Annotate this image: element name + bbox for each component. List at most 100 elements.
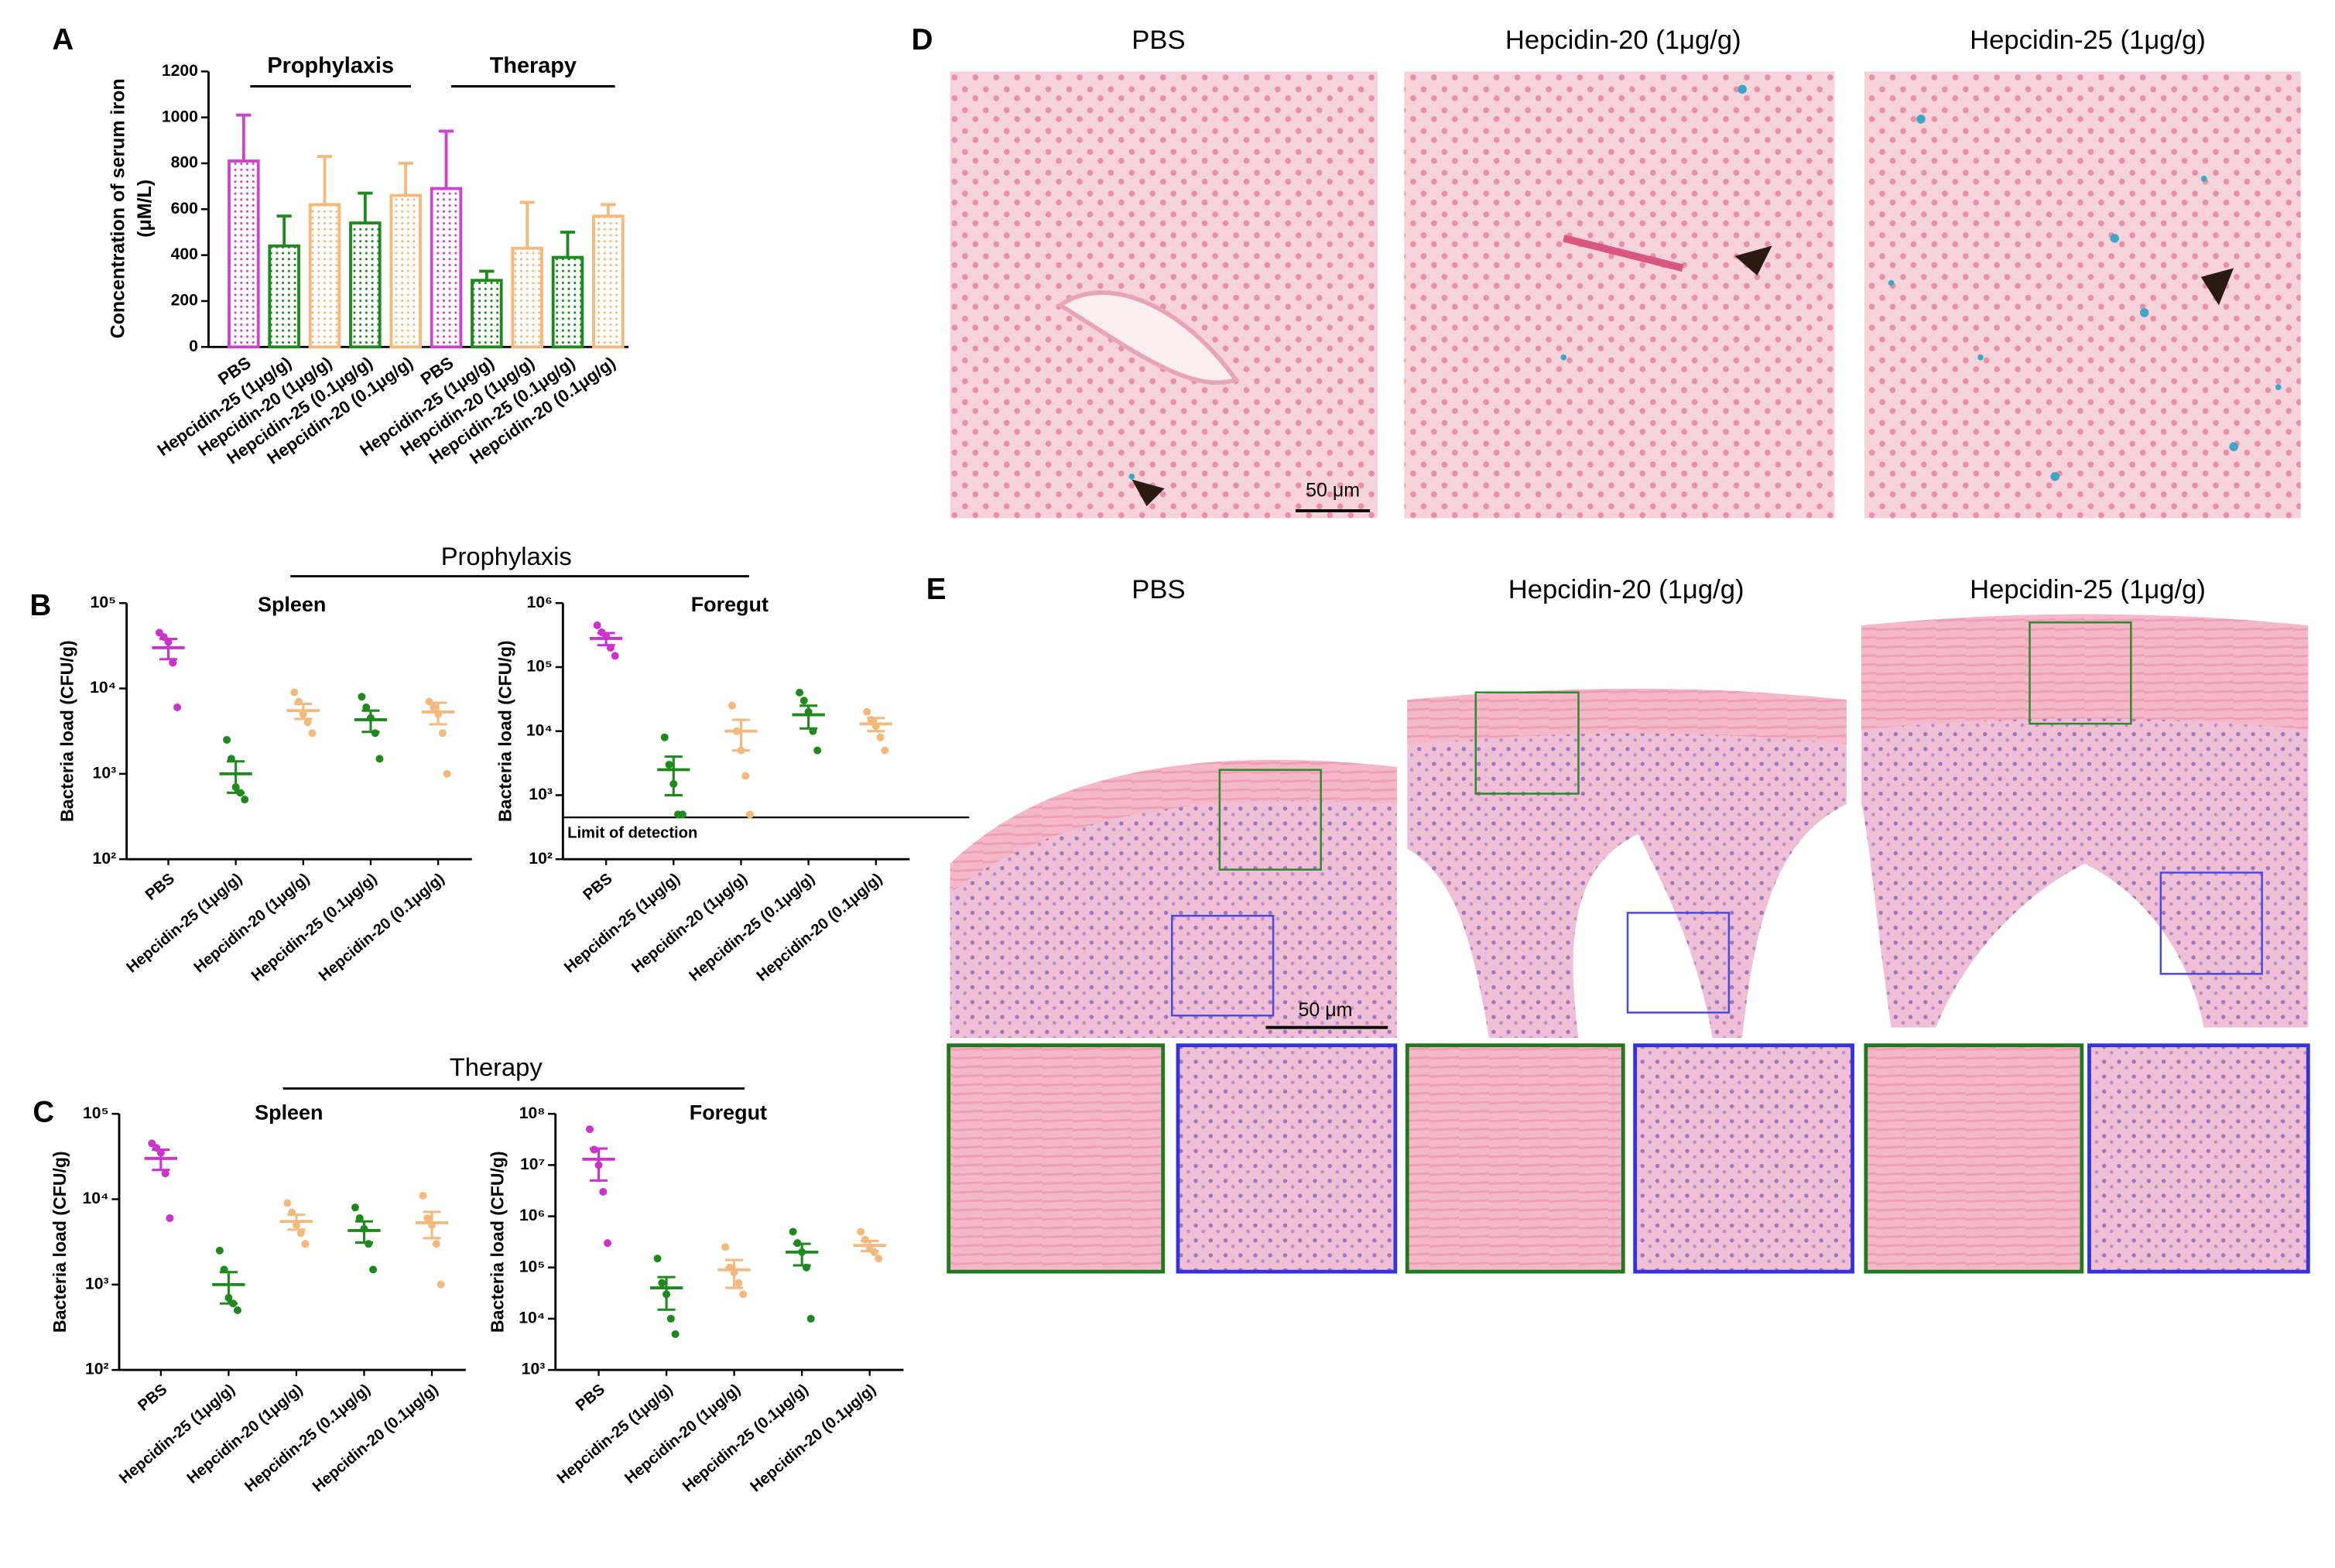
- data-point: [593, 621, 601, 629]
- y-tick-label: 10²: [93, 850, 117, 868]
- data-point: [789, 1227, 797, 1236]
- y-tick-label: 10⁸: [519, 1104, 546, 1122]
- panel-letter: D: [912, 23, 933, 56]
- y-tick-label: 10⁶: [519, 1207, 545, 1224]
- y-tick-label: 10⁵: [91, 594, 116, 611]
- data-point: [746, 810, 755, 819]
- micrograph: [1407, 688, 1847, 745]
- bar: [349, 221, 382, 349]
- x-tick-label: PBS: [573, 1381, 608, 1415]
- chart-title: Spleen: [255, 1101, 323, 1124]
- chart-title: Foregut: [690, 1101, 767, 1124]
- y-tick-label: 10⁴: [83, 1190, 109, 1207]
- image-title: Hepcidin-20 (1μg/g): [1508, 575, 1744, 604]
- image-title: PBS: [1132, 575, 1185, 604]
- panel-letter: B: [30, 589, 52, 622]
- bar: [551, 255, 584, 349]
- image-title: PBS: [1132, 26, 1185, 55]
- data-point: [233, 1306, 241, 1315]
- data-point: [369, 1265, 378, 1274]
- y-tick-label: 0: [189, 337, 198, 355]
- y-tick-label: 400: [171, 245, 198, 263]
- micrograph: [950, 759, 1397, 894]
- bar: [471, 279, 503, 349]
- x-tick-label: PBS: [135, 1381, 170, 1415]
- y-tick-label: 10⁵: [83, 1104, 108, 1122]
- panel-e: PBS Hepcidin-20 (1μg/g) Hepcidin-25 (1μg…: [947, 575, 2310, 1274]
- data-point: [290, 688, 299, 697]
- data-point: [734, 1279, 743, 1287]
- data-point: [161, 1169, 169, 1178]
- vessel: [1563, 235, 1684, 272]
- y-tick-label: 1000: [162, 108, 198, 125]
- y-axis-label: Bacteria load (CFU/g): [495, 640, 515, 822]
- x-tick-label: Hepcidin-20 (0.1μg/g): [754, 870, 886, 984]
- section-title: Therapy: [450, 1053, 543, 1081]
- y-tick-label: 10³: [93, 764, 117, 782]
- x-tick-label: Hepcidin-20 (1μg/g): [621, 1381, 744, 1487]
- micrograph: [1864, 71, 2301, 519]
- bar: [228, 159, 260, 349]
- chart-title: Foregut: [691, 593, 769, 616]
- x-tick-label: Hepcidin-25 (1μg/g): [561, 870, 683, 976]
- x-tick-label: PBS: [580, 870, 616, 904]
- data-point: [308, 729, 317, 738]
- data-point: [665, 760, 673, 769]
- y-tick-label: 1200: [162, 62, 198, 80]
- data-point: [881, 746, 889, 755]
- y-tick-label: 10⁶: [527, 594, 553, 611]
- data-point: [739, 1290, 748, 1299]
- data-point: [166, 1214, 174, 1222]
- data-point: [653, 1255, 662, 1263]
- y-tick-label: 800: [171, 154, 198, 172]
- image-title: Hepcidin-25 (1μg/g): [1970, 575, 2206, 604]
- bar: [592, 214, 625, 349]
- data-point: [799, 697, 808, 705]
- data-point: [813, 746, 822, 755]
- scale-bar-label: 50 μm: [1306, 480, 1360, 502]
- image-title: Hepcidin-20 (1μg/g): [1505, 26, 1741, 55]
- data-point: [215, 1246, 224, 1255]
- micrograph: [1407, 704, 1847, 1039]
- data-point: [728, 701, 736, 710]
- bar: [511, 246, 543, 349]
- x-tick-label: Hepcidin-25 (0.1μg/g): [686, 870, 818, 984]
- y-axis-label: Bacteria load (CFU/g): [488, 1151, 508, 1333]
- x-tick-label: PBS: [142, 870, 178, 904]
- panel-d: PBS Hepcidin-20 (1μg/g) Hepcidin-25 (1μg…: [950, 26, 2301, 519]
- y-axis-label: Concentration of serum iron: [108, 78, 129, 338]
- data-point: [611, 652, 619, 660]
- y-tick-label: 10⁵: [519, 1258, 545, 1275]
- image-title: Hepcidin-25 (1μg/g): [1970, 26, 2206, 55]
- y-axis-label: (μM/L): [134, 180, 156, 238]
- group-label: Therapy: [490, 53, 577, 78]
- y-tick-label: 10⁴: [90, 679, 116, 697]
- panel-letter: E: [926, 573, 947, 606]
- data-point: [303, 718, 312, 727]
- data-point: [796, 688, 804, 697]
- data-point: [437, 1280, 445, 1289]
- data-point: [806, 1314, 815, 1323]
- y-tick-label: 600: [171, 200, 198, 217]
- zoom-box: [1171, 621, 2263, 1017]
- x-tick-label: Hepcidin-25 (1μg/g): [554, 1381, 676, 1487]
- data-point: [875, 1255, 883, 1263]
- data-point: [861, 1235, 869, 1244]
- y-tick-label: 200: [171, 292, 198, 310]
- y-tick-label: 10²: [85, 1361, 109, 1378]
- data-point: [296, 1229, 305, 1238]
- data-point: [365, 1240, 373, 1248]
- iron-stain: [1128, 84, 2282, 481]
- scale-bar-label: 50 μm: [1298, 999, 1352, 1021]
- x-tick-label: Hepcidin-20 (0.1μg/g): [316, 870, 448, 984]
- data-point: [585, 1125, 594, 1134]
- data-point: [223, 735, 231, 744]
- y-axis-label: Bacteria load (CFU/g): [50, 1151, 70, 1333]
- data-point: [419, 1191, 427, 1200]
- limit-label: Limit of detection: [567, 825, 697, 842]
- data-point: [169, 659, 177, 667]
- data-point: [283, 1199, 292, 1207]
- group-label: Prophylaxis: [267, 53, 394, 78]
- x-tick-label: Hepcidin-20 (0.1μg/g): [310, 1381, 442, 1495]
